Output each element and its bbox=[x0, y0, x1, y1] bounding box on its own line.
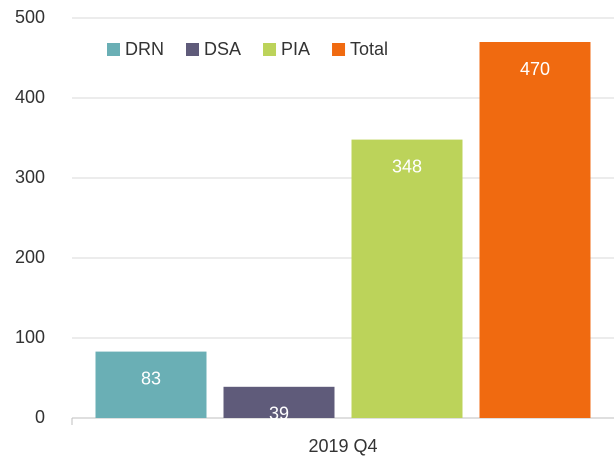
legend-swatch bbox=[107, 43, 120, 56]
legend-label: DRN bbox=[125, 39, 164, 59]
y-tick-label: 0 bbox=[35, 407, 45, 427]
bar bbox=[223, 386, 335, 418]
y-tick-label: 200 bbox=[15, 247, 45, 267]
legend-label: Total bbox=[350, 39, 388, 59]
data-label: 348 bbox=[392, 156, 422, 176]
data-label: 470 bbox=[520, 59, 550, 79]
bar bbox=[351, 139, 463, 418]
x-tick-label: 2019 Q4 bbox=[308, 436, 377, 456]
bar bbox=[95, 351, 207, 418]
y-tick-label: 100 bbox=[15, 327, 45, 347]
legend-label: PIA bbox=[281, 39, 310, 59]
legend-label: DSA bbox=[204, 39, 241, 59]
y-tick-label: 300 bbox=[15, 167, 45, 187]
legend-swatch bbox=[332, 43, 346, 56]
data-label: 83 bbox=[141, 368, 161, 388]
bar bbox=[479, 42, 591, 418]
y-tick-label: 400 bbox=[15, 87, 45, 107]
legend-swatch bbox=[263, 43, 277, 56]
y-tick-label: 500 bbox=[15, 7, 45, 27]
data-label: 39 bbox=[269, 404, 289, 424]
legend-swatch bbox=[186, 43, 199, 56]
